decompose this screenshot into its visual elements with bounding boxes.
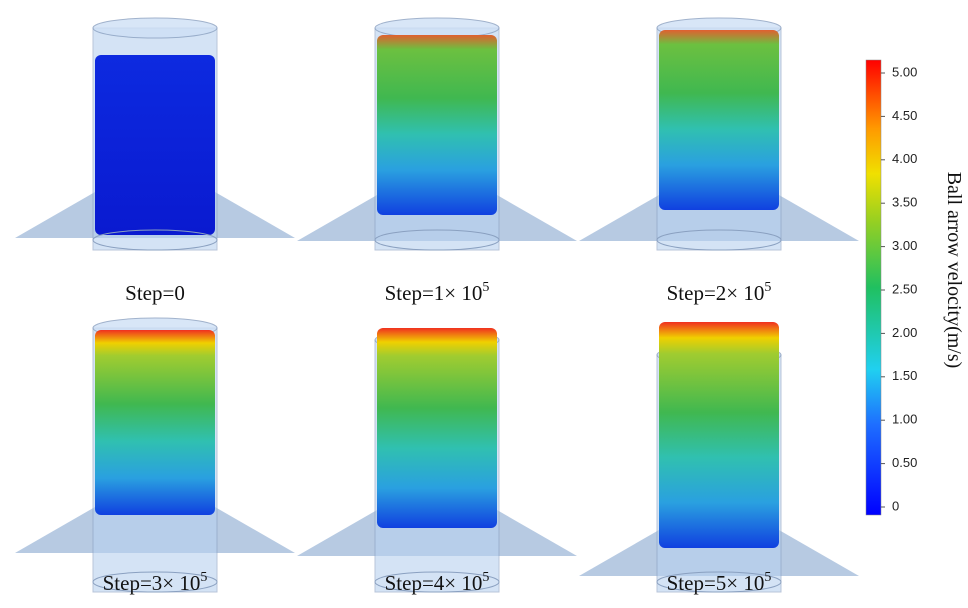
cylinder-bottom xyxy=(374,229,500,251)
colorbar-tick-label: 1.00 xyxy=(892,412,917,427)
panel-label: Step=4× 105 xyxy=(385,570,490,595)
panel: Step=1× 105 xyxy=(297,17,577,305)
particles xyxy=(95,55,215,235)
cylinder-top xyxy=(92,17,218,39)
label-exp: 5 xyxy=(764,280,771,295)
panel-label: Step=0 xyxy=(125,281,185,305)
label-exp: 5 xyxy=(482,280,489,295)
cylinder-bottom xyxy=(92,571,218,593)
colorbar xyxy=(865,59,882,516)
colorbar-tick-label: 2.00 xyxy=(892,325,917,340)
label-base: Step=0 xyxy=(125,281,185,305)
colorbar-title: Ball arrow velocity(m/s) xyxy=(943,172,965,369)
cylinder-bottom xyxy=(656,229,782,251)
label-base: Step=1× 10 xyxy=(385,281,483,305)
label-base: Step=3× 10 xyxy=(103,571,201,595)
particles xyxy=(377,35,497,215)
label-exp: 5 xyxy=(200,570,207,585)
panel-label: Step=3× 105 xyxy=(103,570,208,595)
panel: Step=5× 105 xyxy=(579,322,859,595)
particles xyxy=(659,322,779,548)
panel-label: Step=5× 105 xyxy=(667,570,772,595)
label-base: Step=5× 10 xyxy=(667,571,765,595)
label-exp: 5 xyxy=(764,570,771,585)
colorbar-tick-label: 2.50 xyxy=(892,281,917,296)
cylinder-bottom xyxy=(656,571,782,593)
panel: Step=2× 105 xyxy=(579,17,859,305)
cylinder-bottom xyxy=(92,229,218,251)
panel: Step=3× 105 xyxy=(15,317,295,595)
label-exp: 5 xyxy=(482,570,489,585)
label-base: Step=2× 10 xyxy=(667,281,765,305)
cylinder-bottom xyxy=(374,571,500,593)
panel-label: Step=2× 105 xyxy=(667,280,772,305)
particles xyxy=(659,30,779,210)
colorbar-tick-label: 3.00 xyxy=(892,238,917,253)
panel-label: Step=1× 105 xyxy=(385,280,490,305)
colorbar-tick-label: 1.50 xyxy=(892,368,917,383)
colorbar-tick-label: 3.50 xyxy=(892,195,917,210)
colorbar-tick-label: 0.50 xyxy=(892,455,917,470)
label-base: Step=4× 10 xyxy=(385,571,483,595)
colorbar-tick-label: 4.50 xyxy=(892,108,917,123)
particles xyxy=(95,330,215,515)
panel: Step=4× 105 xyxy=(297,328,577,595)
panel: Step=0 xyxy=(15,17,295,305)
colorbar-tick-label: 4.00 xyxy=(892,151,917,166)
colorbar-tick-label: 5.00 xyxy=(892,64,917,79)
particles xyxy=(377,328,497,528)
colorbar-tick-label: 0 xyxy=(892,498,899,513)
